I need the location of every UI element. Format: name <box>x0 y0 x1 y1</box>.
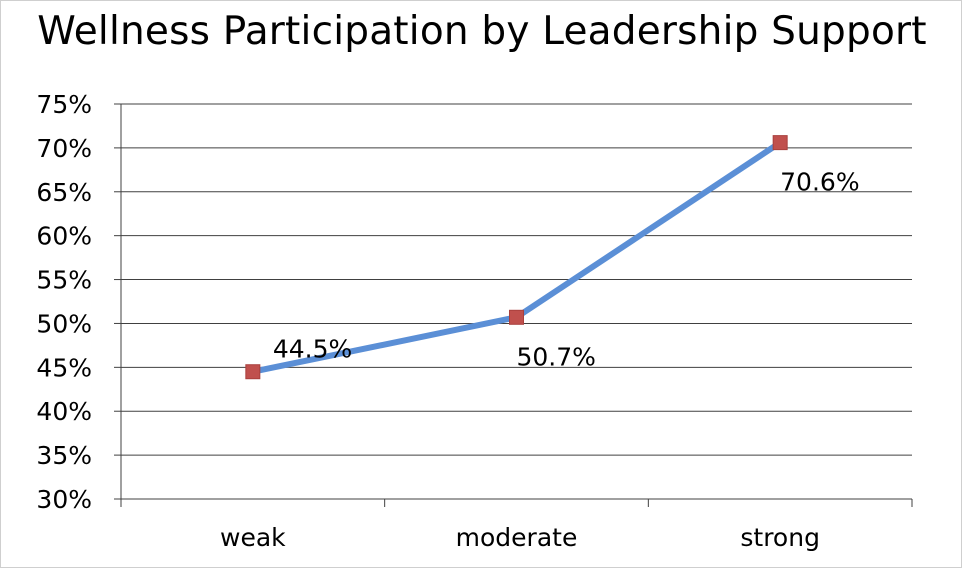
y-tick-label: 50% <box>36 309 92 338</box>
data-labels: 44.5% 50.7% 70.6% <box>273 168 860 372</box>
data-label: 50.7% <box>517 342 596 371</box>
x-tick-label: moderate <box>456 523 578 552</box>
y-tick-labels: 30% 35% 40% 45% 50% 55% 60% 65% 70% 75% <box>36 90 92 514</box>
y-tick-label: 45% <box>36 353 92 382</box>
y-tick-label: 55% <box>36 266 92 295</box>
y-tick-label: 40% <box>36 397 92 426</box>
data-point-marker <box>772 135 788 151</box>
y-tick-label: 65% <box>36 178 92 207</box>
data-label: 70.6% <box>780 168 859 197</box>
x-tick-label: weak <box>220 523 286 552</box>
y-tick-label: 35% <box>36 441 92 470</box>
series <box>245 135 788 380</box>
y-tick-label: 70% <box>36 134 92 163</box>
chart-title: Wellness Participation by Leadership Sup… <box>37 9 927 54</box>
axes <box>114 103 913 507</box>
y-tick-label: 75% <box>36 90 92 119</box>
data-point-marker <box>509 309 524 325</box>
data-label: 44.5% <box>273 335 352 364</box>
y-tick-label: 60% <box>36 222 92 251</box>
x-tick-labels: weak moderate strong <box>220 523 820 552</box>
y-tick-label: 30% <box>36 485 92 514</box>
data-point-marker <box>245 364 261 380</box>
x-tick-label: strong <box>740 523 820 552</box>
grid-lines <box>121 103 912 456</box>
